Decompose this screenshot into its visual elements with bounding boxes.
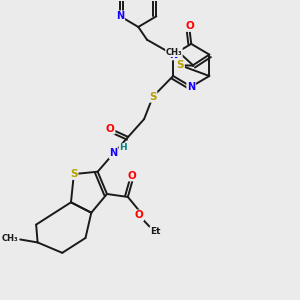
Text: O: O	[128, 171, 136, 181]
Text: H: H	[119, 143, 127, 152]
Text: N: N	[110, 148, 118, 158]
Text: N: N	[169, 50, 177, 60]
Text: O: O	[185, 21, 194, 31]
Text: CH₃: CH₃	[166, 48, 182, 57]
Text: O: O	[134, 210, 143, 220]
Text: S: S	[177, 60, 184, 70]
Text: S: S	[70, 169, 78, 179]
Text: Et: Et	[150, 226, 161, 236]
Text: S: S	[149, 92, 157, 102]
Text: N: N	[187, 82, 195, 92]
Text: CH₃: CH₃	[2, 234, 18, 243]
Text: N: N	[116, 11, 124, 21]
Text: O: O	[106, 124, 115, 134]
